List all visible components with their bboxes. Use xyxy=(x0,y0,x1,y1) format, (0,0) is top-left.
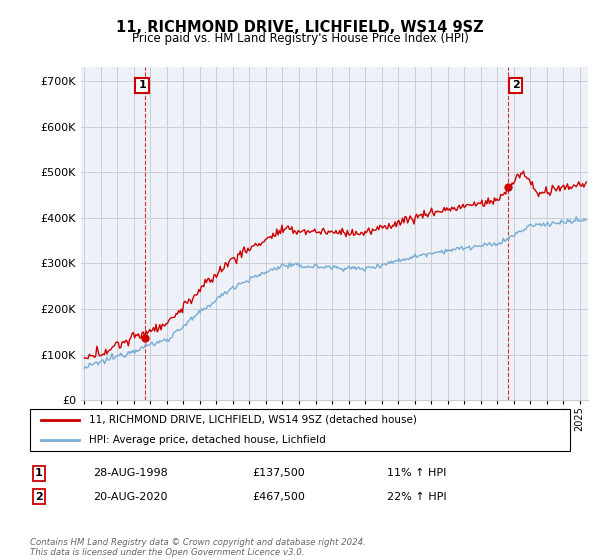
Text: 20-AUG-2020: 20-AUG-2020 xyxy=(93,492,167,502)
Text: 2: 2 xyxy=(35,492,43,502)
Text: 28-AUG-1998: 28-AUG-1998 xyxy=(93,468,168,478)
Text: Contains HM Land Registry data © Crown copyright and database right 2024.
This d: Contains HM Land Registry data © Crown c… xyxy=(30,538,366,557)
Text: 1: 1 xyxy=(35,468,43,478)
Text: Price paid vs. HM Land Registry's House Price Index (HPI): Price paid vs. HM Land Registry's House … xyxy=(131,32,469,45)
Text: £137,500: £137,500 xyxy=(252,468,305,478)
Text: HPI: Average price, detached house, Lichfield: HPI: Average price, detached house, Lich… xyxy=(89,435,326,445)
Text: 2: 2 xyxy=(512,81,520,91)
Text: 1: 1 xyxy=(138,81,146,91)
Text: 11% ↑ HPI: 11% ↑ HPI xyxy=(387,468,446,478)
Text: 22% ↑ HPI: 22% ↑ HPI xyxy=(387,492,446,502)
Text: £467,500: £467,500 xyxy=(252,492,305,502)
Text: 11, RICHMOND DRIVE, LICHFIELD, WS14 9SZ (detached house): 11, RICHMOND DRIVE, LICHFIELD, WS14 9SZ … xyxy=(89,415,417,424)
Text: 11, RICHMOND DRIVE, LICHFIELD, WS14 9SZ: 11, RICHMOND DRIVE, LICHFIELD, WS14 9SZ xyxy=(116,20,484,35)
